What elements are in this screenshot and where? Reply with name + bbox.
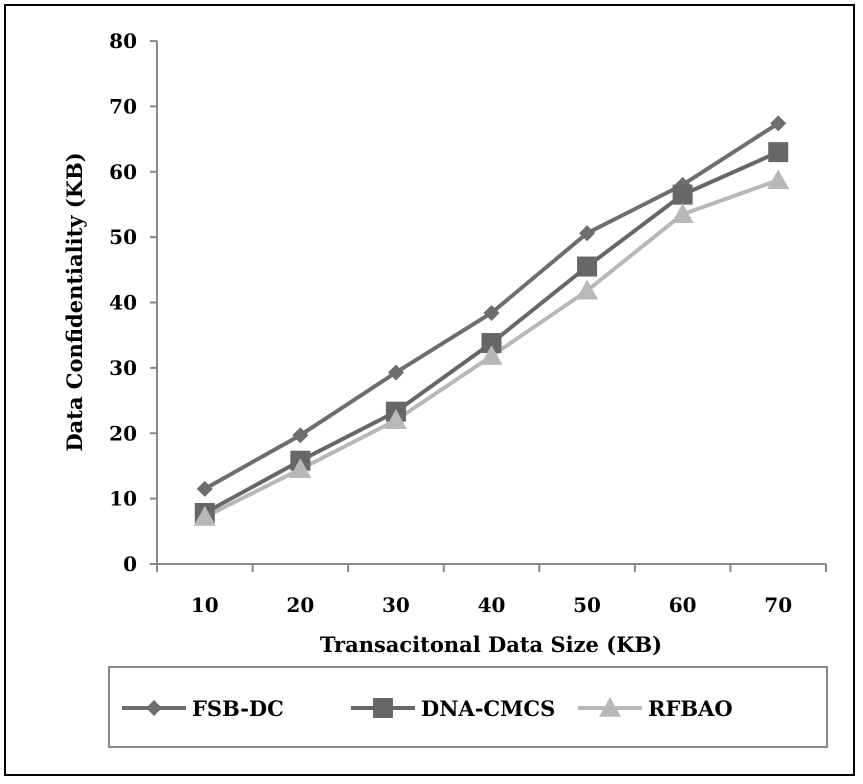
data-point-rfbao	[671, 203, 694, 224]
x-tick-label: 40	[478, 593, 506, 617]
y-tick-label: 40	[109, 291, 137, 315]
x-tick-label: 30	[382, 593, 410, 617]
data-point-dna-cmcs	[577, 256, 598, 277]
data-point-dna-cmcs	[768, 142, 789, 163]
legend-box	[108, 666, 828, 748]
x-axis-label: Transacitonal Data Size (KB)	[320, 632, 662, 657]
data-point-fsb-dc	[292, 427, 309, 444]
legend-label-rfbao: RFBAO	[648, 696, 733, 721]
data-point-rfbao	[576, 279, 599, 300]
data-point-rfbao	[193, 505, 216, 526]
x-tick-label: 70	[764, 593, 792, 617]
x-tick-label: 60	[669, 593, 697, 617]
data-point-fsb-dc	[387, 364, 404, 381]
chart-frame	[4, 4, 855, 776]
data-point-dna-cmcs	[481, 333, 502, 354]
data-point-fsb-dc	[196, 480, 213, 497]
legend-marker-dna-cmcs	[373, 698, 393, 718]
y-tick-label: 80	[109, 29, 137, 53]
data-point-fsb-dc	[770, 115, 787, 132]
data-point-rfbao	[384, 409, 407, 429]
legend: FSB-DC DNA-CMCS RFBAO	[122, 696, 733, 721]
y-tick-label: 10	[109, 487, 137, 511]
y-tick-labels: 0 10 20 30 40 50 60 70 80	[109, 29, 137, 576]
data-point-rfbao	[767, 169, 790, 190]
data-point-rfbao	[289, 458, 312, 479]
y-tick-label: 20	[109, 421, 137, 445]
y-tick-label: 60	[109, 160, 137, 184]
data-point-rfbao	[480, 345, 503, 365]
data-point-dna-cmcs	[672, 184, 693, 205]
x-tick-label: 10	[191, 593, 219, 617]
legend-marker-fsb-dc	[146, 700, 162, 716]
legend-label-dna-cmcs: DNA-CMCS	[421, 696, 555, 721]
y-tick-label: 0	[123, 552, 137, 576]
y-axis-label: Data Confidentiality (KB)	[62, 152, 87, 451]
series-markers	[193, 115, 790, 526]
y-tick-label: 30	[109, 356, 137, 380]
y-tick-label: 70	[109, 94, 137, 118]
data-point-fsb-dc	[579, 225, 596, 242]
x-tick-labels: 10 20 30 40 50 60 70	[191, 593, 792, 617]
axes	[150, 40, 827, 572]
x-tick-label: 50	[573, 593, 601, 617]
legend-label-fsb-dc: FSB-DC	[192, 696, 284, 721]
x-tick-label: 20	[286, 593, 314, 617]
y-tick-label: 50	[109, 225, 137, 249]
data-point-fsb-dc	[483, 304, 500, 321]
legend-marker-rfbao	[599, 697, 621, 717]
